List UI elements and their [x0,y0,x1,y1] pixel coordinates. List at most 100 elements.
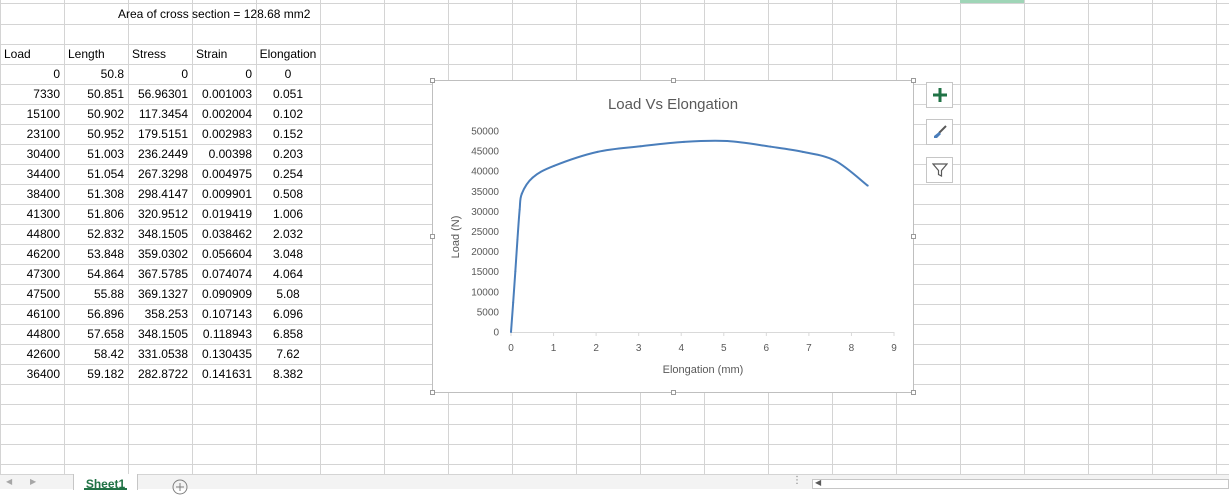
data-point[interactable] [552,164,555,167]
table-cell[interactable]: 7.62 [276,347,300,361]
table-cell[interactable]: 320.9512 [137,207,188,221]
column-header-load[interactable]: Load [4,47,31,61]
table-cell[interactable]: 179.5151 [137,127,188,141]
table-cell[interactable]: 56.896 [87,307,124,321]
more-options-icon[interactable]: ⋮ [792,475,802,486]
data-point[interactable] [639,145,642,148]
table-cell[interactable]: 57.658 [87,327,124,341]
table-cell[interactable]: 5.08 [276,287,300,301]
chart-resize-handle-mr[interactable] [911,234,916,239]
table-cell[interactable]: 6.858 [272,327,304,341]
table-cell[interactable]: 0.107143 [201,307,252,321]
column-header-elongation[interactable]: Elongation [259,47,317,61]
data-point[interactable] [520,192,523,195]
table-cell[interactable]: 8.382 [272,367,304,381]
table-cell[interactable]: 2.032 [272,227,304,241]
chart-resize-handle-tl[interactable] [430,78,435,83]
table-cell[interactable]: 50.902 [87,107,124,121]
data-point[interactable] [512,301,515,304]
table-cell[interactable]: 298.4147 [137,187,188,201]
table-cell[interactable]: 359.0302 [137,247,188,261]
table-cell[interactable]: 358.253 [144,307,188,321]
data-point[interactable] [726,140,729,143]
chart-area[interactable]: Load Vs Elongation Elongation (mm) Load … [432,80,914,393]
table-cell[interactable]: 0.141631 [201,367,252,381]
table-cell[interactable]: 52.832 [87,227,124,241]
tab-sheet1[interactable]: Sheet1 [73,474,138,490]
table-cell[interactable]: 59.182 [87,367,124,381]
table-cell[interactable]: 369.1327 [137,287,188,301]
table-cell[interactable]: 0.002983 [201,127,252,141]
table-cell[interactable]: 0.118943 [202,327,252,341]
table-cell[interactable]: 50.851 [87,87,124,101]
table-cell[interactable]: 51.308 [87,187,124,201]
chart-resize-handle-bl[interactable] [430,390,435,395]
table-cell[interactable]: 282.8722 [137,367,188,381]
table-cell[interactable]: 6.096 [272,307,304,321]
data-point[interactable] [834,159,837,162]
table-cell[interactable]: 331.0538 [137,347,188,361]
table-cell[interactable]: 36400 [26,367,60,381]
table-cell[interactable]: 0.056604 [201,247,252,261]
table-cell[interactable]: 50.952 [87,127,124,141]
chart-elements-button[interactable] [926,82,953,108]
table-cell[interactable]: 0.001003 [201,87,252,101]
chart-resize-handle-ml[interactable] [430,234,435,239]
table-cell[interactable]: 55.88 [93,287,124,301]
table-cell[interactable]: 348.1505 [137,327,188,341]
data-point[interactable] [518,208,521,211]
table-cell[interactable]: 56.96301 [137,87,188,101]
data-point[interactable] [514,270,517,273]
table-cell[interactable]: 44800 [26,327,60,341]
table-cell[interactable]: 34400 [26,167,60,181]
data-point[interactable] [769,145,772,148]
table-cell[interactable]: 51.054 [87,167,124,181]
table-cell[interactable]: 50.8 [100,67,124,81]
table-cell[interactable]: 58.42 [93,347,124,361]
column-header-length[interactable]: Length [68,47,105,61]
table-cell[interactable]: 42600 [26,347,60,361]
chart-resize-handle-bm[interactable] [671,390,676,395]
data-point[interactable] [531,176,534,179]
table-cell[interactable]: 0.051 [272,87,304,101]
table-cell[interactable]: 348.1505 [137,227,188,241]
table-cell[interactable]: 54.864 [87,267,124,281]
table-cell[interactable]: 44800 [26,227,60,241]
table-cell[interactable]: 0.009901 [201,187,252,201]
chart-filters-button[interactable] [926,157,953,183]
table-cell[interactable]: 0.152 [272,127,304,141]
data-point[interactable] [682,140,685,143]
table-cell[interactable]: 0.203 [272,147,304,161]
series-line[interactable] [510,139,869,333]
plus-circle-icon[interactable] [172,479,188,495]
table-cell[interactable]: 0.130435 [201,347,252,361]
table-cell[interactable]: 53.848 [87,247,124,261]
table-cell[interactable]: 0.019419 [201,207,252,221]
tab-scroll-right-icon[interactable]: ▶ [30,477,37,486]
chart-resize-handle-tm[interactable] [671,78,676,83]
table-cell[interactable]: 0.254 [272,167,304,181]
table-cell[interactable]: 0.102 [272,107,304,121]
table-cell[interactable]: 4.064 [272,267,304,281]
table-cell[interactable]: 23100 [26,127,60,141]
table-cell[interactable]: 38400 [26,187,60,201]
table-cell[interactable]: 7330 [33,87,60,101]
table-cell[interactable]: 0.508 [272,187,304,201]
table-cell[interactable]: 267.3298 [137,167,188,181]
table-cell[interactable]: 3.048 [272,247,304,261]
chart-styles-button[interactable] [926,119,953,145]
table-cell[interactable]: 0 [245,67,252,81]
table-cell[interactable]: 51.003 [87,147,124,161]
table-cell[interactable]: 0.090909 [201,287,252,301]
table-cell[interactable]: 1.006 [272,207,304,221]
table-cell[interactable]: 0.00398 [208,147,252,161]
table-cell[interactable]: 47500 [26,287,60,301]
table-cell[interactable]: 15100 [26,107,60,121]
chart-resize-handle-tr[interactable] [911,78,916,83]
table-cell[interactable]: 41300 [26,207,60,221]
data-point[interactable] [801,150,804,153]
data-point[interactable] [510,331,512,333]
table-cell[interactable]: 0.074074 [201,267,252,281]
table-cell[interactable]: 46200 [26,247,60,261]
column-header-stress[interactable]: Stress [132,47,167,61]
